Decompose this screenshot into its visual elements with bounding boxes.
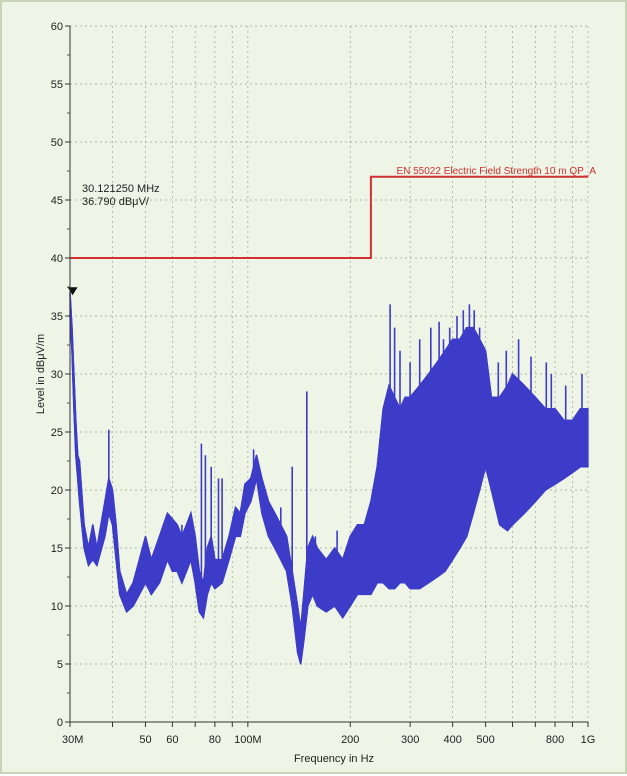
limit-group: [70, 175, 588, 259]
limit-line-label: EN 55022 Electric Field Strength 10 m QP…: [396, 166, 596, 177]
limit-line: [70, 175, 588, 259]
x-tick-label: 60: [166, 734, 178, 746]
x-tick-label: 400: [443, 734, 461, 746]
x-tick-label: 500: [476, 734, 494, 746]
x-axis-ticks: 30M 50 60 80 100M 200 300 400 500 800 1G: [62, 722, 595, 746]
y-tick-label: 55: [51, 79, 63, 91]
y-axis-title: Level in dBμV/m: [35, 334, 47, 414]
y-tick-label: 20: [51, 485, 63, 497]
y-tick-label: 5: [57, 659, 63, 671]
x-tick-label: 50: [139, 734, 151, 746]
y-tick-label: 30: [51, 369, 63, 381]
series-group: [69, 292, 589, 665]
x-tick-label: 300: [401, 734, 419, 746]
marker-level: 36.790 dBμV/: [82, 196, 150, 208]
marker-frequency: 30.121250 MHz: [82, 183, 160, 195]
x-tick-label: 1G: [581, 734, 596, 746]
y-tick-label: 50: [51, 137, 63, 149]
y-axis-ticks: 0 5 10 15 20 25 30 35 40 45 50 55 60: [51, 21, 70, 729]
y-tick-label: 15: [51, 543, 63, 555]
y-tick-label: 45: [51, 195, 63, 207]
y-tick-label: 35: [51, 311, 63, 323]
x-axis-title: Frequency in Hz: [294, 753, 374, 765]
y-tick-label: 0: [57, 717, 63, 729]
y-tick-label: 60: [51, 21, 63, 33]
x-tick-label: 100M: [234, 734, 262, 746]
x-tick-label: 200: [341, 734, 359, 746]
x-tick-label: 800: [546, 734, 564, 746]
y-tick-label: 10: [51, 601, 63, 613]
y-tick-label: 40: [51, 253, 63, 265]
x-tick-label: 80: [209, 734, 221, 746]
y-tick-label: 25: [51, 427, 63, 439]
x-tick-label: 30M: [62, 734, 83, 746]
